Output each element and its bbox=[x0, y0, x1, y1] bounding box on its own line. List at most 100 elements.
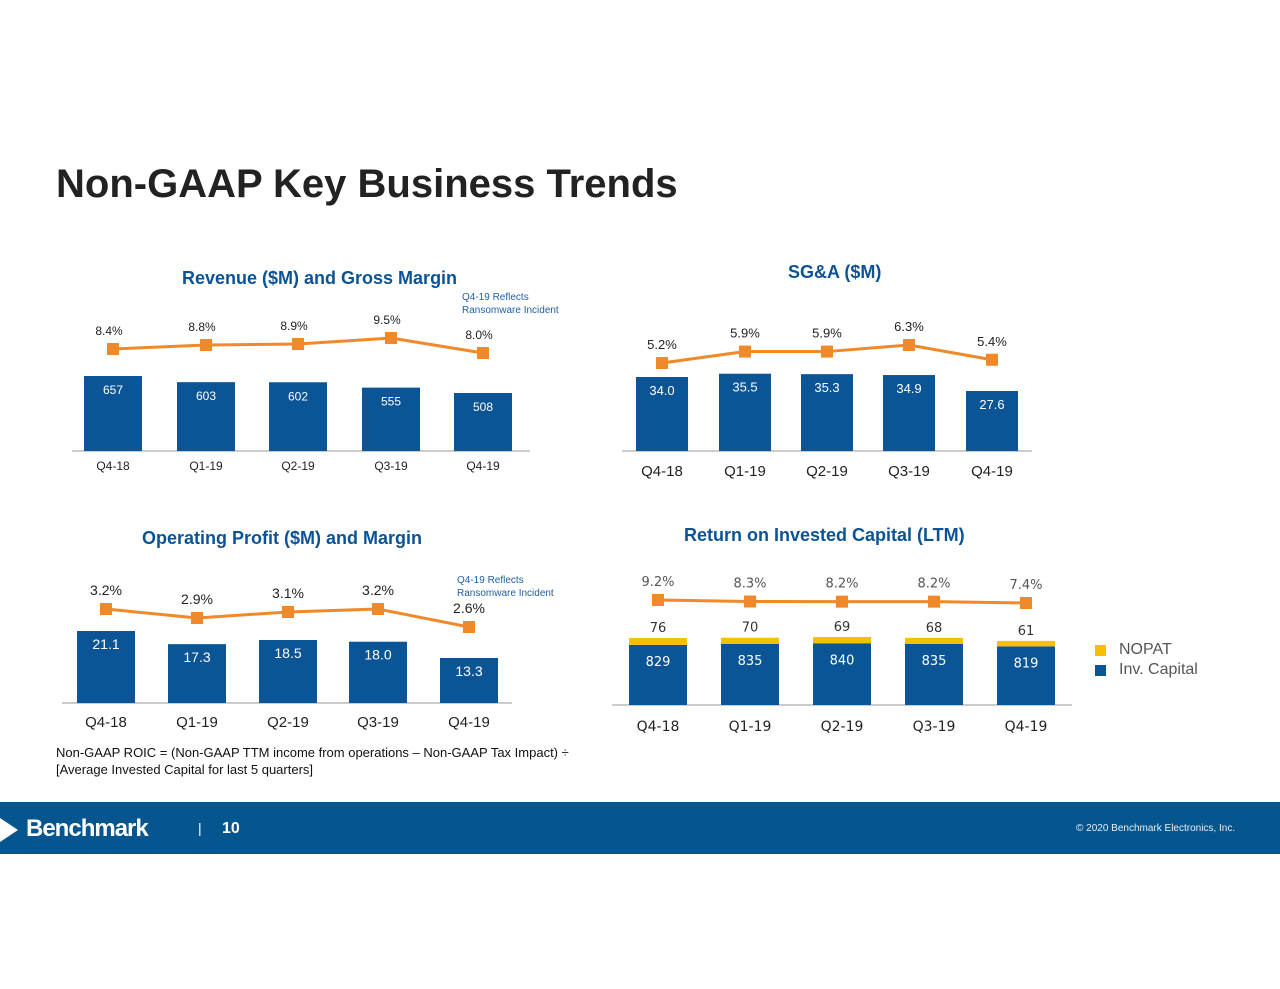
revenue-chart-title: Revenue ($M) and Gross Margin bbox=[182, 268, 458, 288]
footnote-line: Non-GAAP ROIC = (Non-GAAP TTM income fro… bbox=[56, 745, 569, 760]
roic-line-label: 8.3% bbox=[733, 577, 766, 592]
sga-line-marker bbox=[656, 357, 668, 370]
op_profit-bar bbox=[77, 631, 135, 703]
sga-line-marker bbox=[986, 353, 998, 366]
sga-line-marker bbox=[739, 345, 751, 358]
page-title: Non-GAAP Key Business Trends bbox=[56, 162, 678, 206]
revenue-line-marker bbox=[200, 339, 212, 351]
benchmark-logo: Benchmark bbox=[26, 815, 149, 842]
op_profit-line-marker bbox=[372, 603, 384, 615]
nopat-swatch bbox=[1095, 644, 1106, 656]
op_profit-bar-label: 18.5 bbox=[274, 645, 301, 661]
roic-bar bbox=[721, 644, 779, 705]
op_profit-line-marker bbox=[282, 606, 294, 618]
roic-nopat-label: 76 bbox=[650, 621, 667, 636]
roic-line-marker bbox=[744, 595, 756, 608]
footer-separator: | bbox=[198, 820, 202, 836]
sga-line-label: 5.9% bbox=[812, 326, 842, 341]
op_profit-bar-label: 18.0 bbox=[364, 647, 391, 663]
roic-line-label: 8.2% bbox=[917, 577, 950, 592]
sga-line-label: 6.3% bbox=[894, 319, 924, 334]
sga-line-marker bbox=[903, 339, 915, 351]
sga-bar bbox=[636, 377, 688, 451]
op_profit-line-marker bbox=[463, 621, 475, 633]
roic-bar-label: 840 bbox=[830, 653, 855, 668]
op_profit-line-label: 3.2% bbox=[362, 582, 394, 598]
revenue-bar-label: 603 bbox=[196, 389, 216, 403]
roic-tick-label: Q2-19 bbox=[821, 719, 864, 735]
roic-tick-label: Q3-19 bbox=[913, 719, 956, 735]
roic-nopat-label: 70 bbox=[742, 621, 759, 636]
copyright: © 2020 Benchmark Electronics, Inc. bbox=[1076, 823, 1236, 834]
roic-bar-label: 835 bbox=[738, 654, 763, 669]
page-number: 10 bbox=[222, 820, 240, 837]
op_profit-tick-label: Q4-19 bbox=[448, 714, 490, 731]
roic-nopat-bar bbox=[813, 637, 871, 644]
legend-item-nopat: NOPAT bbox=[1095, 640, 1198, 660]
sga-line-label: 5.4% bbox=[977, 334, 1007, 349]
op-profit-ransomware-note: Q4-19 Reflects Ransomware Incident bbox=[457, 574, 554, 600]
sga-chart-title: SG&A ($M) bbox=[788, 262, 882, 282]
op-profit-chart-title: Operating Profit ($M) and Margin bbox=[142, 528, 423, 548]
revenue-tick-label: Q4-19 bbox=[466, 459, 500, 473]
roic-tick-label: Q1-19 bbox=[729, 719, 772, 735]
op_profit-bar-label: 21.1 bbox=[92, 636, 119, 652]
revenue-bar bbox=[269, 382, 327, 451]
sga-bar bbox=[966, 391, 1018, 451]
roic-line-label: 8.2% bbox=[825, 577, 858, 592]
op_profit-tick-label: Q1-19 bbox=[176, 714, 218, 731]
footnote-line: [Average Invested Capital for last 5 qua… bbox=[56, 762, 314, 777]
roic-line-label: 7.4% bbox=[1009, 578, 1042, 593]
roic-nopat-bar bbox=[997, 640, 1055, 647]
revenue-bar bbox=[177, 382, 235, 451]
revenue-ransomware-note: Q4-19 Reflects Ransomware Incident bbox=[462, 291, 559, 317]
op_profit-tick-label: Q3-19 bbox=[357, 714, 399, 731]
roic-bar bbox=[905, 644, 963, 705]
op_profit-line-label: 3.2% bbox=[90, 582, 122, 598]
roic-line-label: 9.2% bbox=[641, 575, 674, 590]
revenue-line-marker bbox=[107, 343, 119, 355]
revenue-bar-label: 508 bbox=[473, 400, 493, 414]
roic-nopat-label: 61 bbox=[1018, 624, 1035, 639]
roic-bar bbox=[997, 646, 1055, 705]
logo-arrow-icon bbox=[0, 818, 18, 842]
op_profit-line-marker bbox=[100, 603, 112, 615]
roic-bar-label: 819 bbox=[1014, 656, 1039, 671]
legend-label: NOPAT bbox=[1119, 641, 1172, 658]
revenue-line-label: 8.8% bbox=[188, 320, 216, 334]
revenue-tick-label: Q4-18 bbox=[96, 459, 130, 473]
legend-label: Inv. Capital bbox=[1119, 661, 1198, 678]
roic-bar bbox=[813, 643, 871, 705]
sga-line-marker bbox=[821, 345, 833, 358]
roic-nopat-bar bbox=[721, 637, 779, 644]
op_profit-line-label: 2.9% bbox=[181, 591, 213, 607]
revenue-bar-label: 555 bbox=[381, 395, 401, 409]
op_profit-line-marker bbox=[191, 612, 203, 624]
op_profit-bar bbox=[259, 639, 317, 703]
sga-tick-label: Q2-19 bbox=[806, 463, 848, 480]
roic-chart-title: Return on Invested Capital (LTM) bbox=[684, 525, 965, 545]
inv-capital-swatch bbox=[1095, 664, 1106, 676]
op_profit-bar bbox=[349, 641, 407, 703]
roic-bar bbox=[629, 644, 687, 705]
roic-tick-label: Q4-18 bbox=[637, 719, 680, 735]
op_profit-bar-label: 17.3 bbox=[183, 649, 210, 665]
revenue-line-label: 8.4% bbox=[95, 324, 123, 338]
revenue-line-label: 9.5% bbox=[373, 313, 401, 327]
roic-line-marker bbox=[652, 594, 664, 606]
sga-bar-label: 34.0 bbox=[649, 383, 674, 398]
revenue-line-marker bbox=[292, 338, 304, 350]
note-line: Ransomware Incident bbox=[457, 588, 554, 599]
roic-nopat-label: 69 bbox=[834, 620, 851, 635]
revenue-bar bbox=[454, 392, 512, 451]
sga-line-label: 5.9% bbox=[730, 326, 760, 341]
sga-bar bbox=[883, 375, 935, 451]
roic-legend: NOPAT Inv. Capital bbox=[1095, 640, 1198, 680]
revenue-bar bbox=[84, 376, 142, 451]
revenue-line-label: 8.0% bbox=[465, 328, 493, 342]
op_profit-line-label: 3.1% bbox=[272, 585, 304, 601]
roic-bar-label: 829 bbox=[646, 655, 671, 670]
note-line: Q4-19 Reflects bbox=[457, 575, 524, 586]
roic-nopat-label: 68 bbox=[926, 621, 943, 636]
revenue-bar bbox=[362, 387, 420, 451]
